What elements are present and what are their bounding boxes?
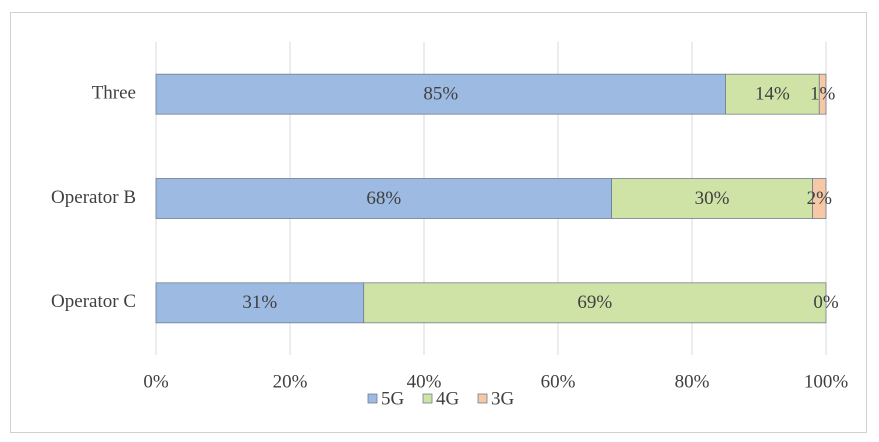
x-tick-label: 60% xyxy=(541,371,576,392)
data-label: 0% xyxy=(813,292,839,313)
bar-segment xyxy=(155,73,726,115)
y-tick-label: Operator B xyxy=(51,187,136,208)
bar-segment xyxy=(812,178,827,219)
x-tick-label: 20% xyxy=(273,371,308,392)
bar-segment xyxy=(818,73,827,115)
legend-label: 4G xyxy=(436,388,460,409)
data-label: 69% xyxy=(577,292,612,313)
data-label: 85% xyxy=(423,84,458,105)
data-label: 30% xyxy=(695,188,730,209)
legend-swatch xyxy=(367,393,378,404)
x-tick-label: 40% xyxy=(407,371,442,392)
y-tick-label: Operator C xyxy=(51,291,136,312)
data-label: 1% xyxy=(810,84,836,105)
legend-label: 3G xyxy=(491,388,515,409)
data-label: 2% xyxy=(807,188,833,209)
y-tick-label: Three xyxy=(92,83,136,104)
bar-segment xyxy=(363,282,827,324)
x-tick-label: 80% xyxy=(675,371,710,392)
legend-label: 5G xyxy=(381,388,405,409)
bar-segment xyxy=(155,178,613,219)
x-tick-label: 0% xyxy=(143,371,169,392)
data-label: 14% xyxy=(755,84,790,105)
data-label: 31% xyxy=(242,292,277,313)
legend-swatch xyxy=(422,393,433,404)
x-tick-label: 100% xyxy=(804,371,849,392)
data-label: 68% xyxy=(366,188,401,209)
legend-swatch xyxy=(477,393,488,404)
bar-segment xyxy=(155,282,365,324)
bar-segment xyxy=(725,73,820,115)
bar-segment xyxy=(611,178,813,219)
